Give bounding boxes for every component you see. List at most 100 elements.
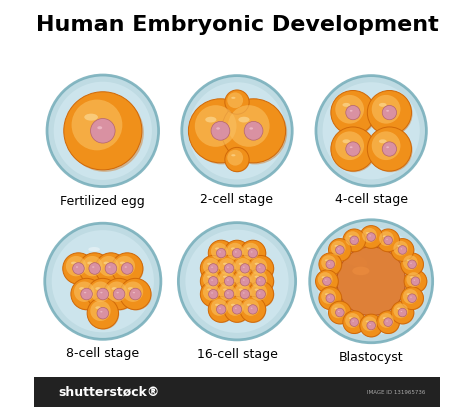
Ellipse shape [222,247,234,251]
Circle shape [346,142,360,156]
Circle shape [195,105,237,147]
Ellipse shape [95,306,101,309]
Circle shape [377,229,400,252]
Ellipse shape [117,292,119,293]
Circle shape [88,279,119,310]
Circle shape [331,241,346,256]
Circle shape [188,99,253,163]
Circle shape [372,95,401,124]
Ellipse shape [349,235,353,237]
Circle shape [331,91,375,135]
Circle shape [368,128,412,172]
Circle shape [45,223,161,339]
Circle shape [248,268,273,294]
Circle shape [398,246,407,254]
Circle shape [368,92,412,136]
Circle shape [71,278,102,310]
Circle shape [63,253,94,284]
Ellipse shape [239,263,243,265]
Circle shape [248,305,257,314]
Circle shape [392,239,414,262]
Ellipse shape [219,251,221,253]
Circle shape [344,311,366,334]
Text: Blastocyst: Blastocyst [339,351,403,364]
Circle shape [319,287,342,310]
Ellipse shape [84,113,98,121]
Ellipse shape [369,324,371,325]
Circle shape [405,271,428,293]
Ellipse shape [207,275,212,278]
Circle shape [316,271,339,293]
Circle shape [211,299,228,316]
Circle shape [256,289,265,299]
Ellipse shape [120,262,125,264]
Circle shape [241,297,266,323]
Circle shape [403,289,418,304]
Circle shape [362,317,377,331]
Circle shape [367,321,375,330]
Circle shape [360,226,383,248]
Circle shape [201,282,227,308]
Ellipse shape [255,275,259,278]
Circle shape [335,95,364,124]
Ellipse shape [79,287,84,290]
Circle shape [248,269,274,295]
Ellipse shape [227,266,229,268]
Circle shape [240,264,250,273]
Circle shape [343,229,365,252]
Circle shape [190,100,254,164]
Ellipse shape [88,247,100,252]
Circle shape [182,75,292,186]
Circle shape [310,220,433,343]
Ellipse shape [92,266,94,268]
Circle shape [377,311,400,333]
Circle shape [217,282,243,308]
Circle shape [241,241,266,267]
Circle shape [323,82,420,180]
Circle shape [54,82,152,180]
Ellipse shape [410,297,412,298]
Ellipse shape [103,262,109,264]
Ellipse shape [379,103,387,107]
Circle shape [244,122,263,140]
Ellipse shape [227,279,229,281]
Ellipse shape [369,235,371,237]
Ellipse shape [243,266,245,268]
Circle shape [391,239,414,262]
Ellipse shape [386,146,389,148]
Circle shape [79,253,110,284]
Circle shape [316,75,427,186]
Circle shape [73,263,84,274]
Circle shape [336,246,344,254]
Circle shape [90,301,110,321]
Circle shape [346,105,360,120]
Circle shape [111,253,143,284]
Circle shape [360,226,383,249]
Ellipse shape [223,275,228,278]
Circle shape [224,240,250,266]
Circle shape [226,91,250,115]
Ellipse shape [223,288,228,291]
Ellipse shape [410,276,414,278]
Circle shape [203,284,220,301]
Ellipse shape [341,253,367,267]
Circle shape [319,253,342,276]
Ellipse shape [231,154,236,156]
Circle shape [87,278,118,310]
Circle shape [235,258,251,275]
Circle shape [377,230,400,252]
Ellipse shape [231,304,236,306]
Circle shape [328,301,351,324]
Circle shape [105,263,117,274]
Circle shape [401,287,423,310]
Circle shape [321,255,336,270]
Ellipse shape [259,266,261,268]
Circle shape [233,269,258,295]
Circle shape [74,282,94,302]
Circle shape [201,268,226,294]
Ellipse shape [210,105,233,118]
Circle shape [329,239,352,262]
Circle shape [367,127,411,171]
Text: Fertilized egg: Fertilized egg [61,195,145,208]
Circle shape [185,230,289,333]
